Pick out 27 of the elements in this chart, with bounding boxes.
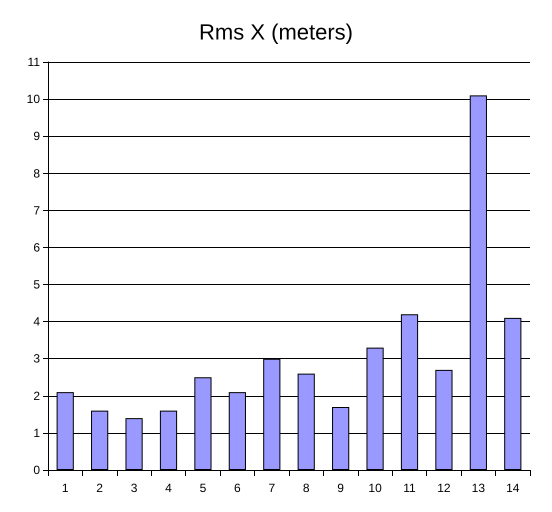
x-tick-label: 13	[472, 481, 486, 495]
x-tick-label: 2	[96, 481, 104, 495]
x-tick-label: 7	[268, 481, 276, 495]
y-tick-label: 2	[33, 388, 40, 403]
x-tick-label: 12	[437, 481, 451, 495]
y-tick-label: 4	[33, 314, 40, 329]
x-tick-label: 9	[337, 481, 344, 495]
x-tick-label: 11	[403, 481, 416, 495]
x-tick-label: 5	[200, 481, 207, 495]
y-tick-label: 9	[33, 129, 40, 144]
y-tick-label: 10	[26, 92, 40, 106]
y-tick-label: 0	[33, 463, 40, 477]
y-tick-label: 6	[33, 240, 40, 254]
x-tick-label: 1	[62, 481, 69, 495]
y-tick-label: 3	[33, 352, 40, 366]
y-tick-label: 11	[28, 55, 40, 69]
x-tick-label: 6	[234, 481, 242, 495]
y-tick-label: 1	[33, 426, 40, 440]
x-tick-label: 10	[368, 481, 382, 495]
x-tick-label: 14	[506, 481, 520, 495]
y-tick-label: 7	[33, 203, 40, 218]
chart-title: Rms X (meters)	[199, 20, 353, 44]
x-tick-label: 8	[302, 481, 310, 495]
y-tick-label: 8	[33, 166, 40, 180]
x-tick-label: 3	[130, 481, 138, 495]
y-tick-label: 5	[33, 278, 40, 292]
x-tick-label: 4	[165, 481, 172, 495]
